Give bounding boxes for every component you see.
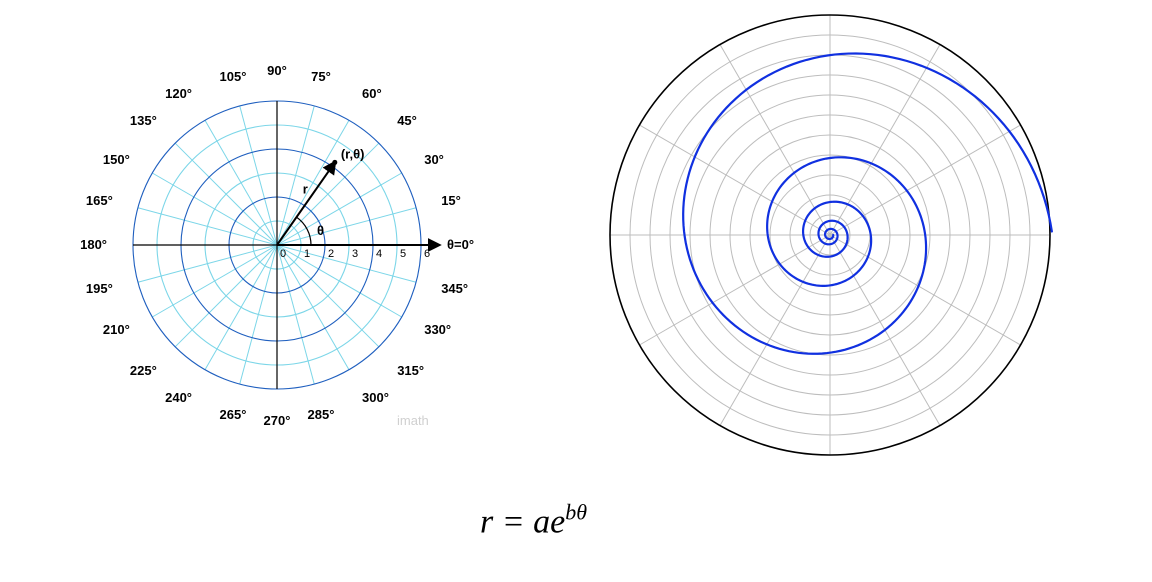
sample-vector [277, 162, 335, 245]
angle-label: 30° [424, 152, 444, 167]
angle-label: 15° [441, 193, 461, 208]
formula-exponent: bθ [565, 500, 587, 525]
angle-label: θ=0° [447, 237, 474, 252]
vector-r-label: r [303, 182, 308, 197]
angle-label: 180° [80, 237, 107, 252]
angle-label: 105° [220, 69, 247, 84]
angle-label: 135° [130, 113, 157, 128]
angle-label: 315° [397, 363, 424, 378]
angle-label: 45° [397, 113, 417, 128]
angle-label: 265° [220, 407, 247, 422]
angle-label: 90° [267, 63, 287, 78]
polar-grid: 0 1 2 3 4 5 6 θ=0° 15° 30° 45° 60° 75° 90° 105° 120° 135… [0, 0, 560, 490]
angle-label: 270° [264, 413, 291, 428]
angle-label: 120° [165, 86, 192, 101]
angle-label: 285° [308, 407, 335, 422]
angle-label: 300° [362, 390, 389, 405]
angle-label: 150° [103, 152, 130, 167]
angle-label: 165° [86, 193, 113, 208]
stage: 0 1 2 3 4 5 6 θ=0° 15° 30° 45° 60° 75° 90° 105° 120° 135… [0, 0, 1152, 582]
vector-theta-label: θ [317, 223, 324, 238]
angle-label: 345° [441, 281, 468, 296]
radial-tick: 4 [376, 248, 382, 260]
watermark: imath [397, 413, 429, 428]
radial-tick: 3 [352, 248, 358, 260]
radial-tick: 1 [304, 248, 310, 260]
angle-label: 75° [311, 69, 331, 84]
angle-label: 210° [103, 322, 130, 337]
log-spiral [683, 53, 1052, 353]
angle-label: 60° [362, 86, 382, 101]
vector-point-label: (r,θ) [341, 146, 365, 161]
angle-label: 330° [424, 322, 451, 337]
radial-tick: 0 [280, 248, 286, 260]
formula: r = aebθ [480, 500, 587, 541]
spiral-plot [595, 0, 1065, 470]
radial-tick: 5 [400, 248, 406, 260]
radial-tick: 2 [328, 248, 334, 260]
formula-base: r = ae [480, 503, 565, 540]
angle-label: 240° [165, 390, 192, 405]
angle-label: 195° [86, 281, 113, 296]
radial-tick: 6 [424, 248, 430, 260]
angle-label: 225° [130, 363, 157, 378]
